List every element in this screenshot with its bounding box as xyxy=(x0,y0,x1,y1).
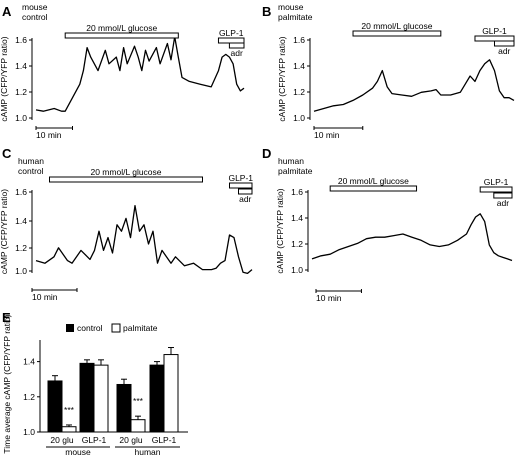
category-label: 20 glu xyxy=(50,435,73,445)
scale-bar-label: 10 min xyxy=(32,292,58,302)
panel-label-line: mouse xyxy=(278,2,304,12)
y-axis-label: cAMP (CFP/YFP ratio) xyxy=(277,36,287,121)
glucose-stimulus-bar xyxy=(329,185,418,192)
y-tick-label: 1.2 xyxy=(23,392,35,402)
y-tick-label: 1.4 xyxy=(15,216,27,226)
panel-letter: A xyxy=(2,4,12,19)
bar-palmitate xyxy=(130,419,146,433)
group-label: mouse xyxy=(65,447,91,456)
glp1-stimulus-label: GLP-1 xyxy=(484,177,509,187)
glucose-stimulus-bar xyxy=(352,30,442,37)
y-tick-label: 1.6 xyxy=(15,35,27,45)
panel-E: E 1.4 1.2 1.0 Time average cAMP (CFP/YFP rat… xyxy=(2,310,188,456)
cAMP-trace xyxy=(35,204,253,275)
bar-palmitate xyxy=(163,354,179,433)
bar-control xyxy=(149,364,165,433)
y-tick-label: 1.0 xyxy=(15,266,27,276)
panel-label-line: human xyxy=(18,156,44,166)
bar-palmitate xyxy=(93,364,109,433)
glucose-stimulus-label: 20 mmol/L glucose xyxy=(86,23,157,33)
adr-stimulus-label: adr xyxy=(498,46,510,56)
cAMP-trace xyxy=(35,36,245,112)
glucose-stimulus-label: 20 mmol/L glucose xyxy=(90,167,161,177)
glucose-stimulus-bar xyxy=(49,176,203,183)
glucose-stimulus-label: 20 mmol/L glucose xyxy=(361,21,432,31)
y-tick-label: 1.4 xyxy=(23,357,35,367)
cAMP-trace xyxy=(311,213,513,262)
bar-control xyxy=(116,383,132,433)
scale-bar-label: 10 min xyxy=(314,130,340,140)
y-tick-label: 1.2 xyxy=(15,87,27,97)
y-tick-label: 1.2 xyxy=(15,243,27,253)
significance-annotation: *** xyxy=(133,396,144,406)
bar-control xyxy=(79,362,95,433)
group-label: human xyxy=(135,447,161,456)
scale-bar-label: 10 min xyxy=(316,293,342,303)
y-axis-label: cAMP (CFP/YFP ratio) xyxy=(0,189,9,274)
panel-label-line: control xyxy=(22,12,48,22)
y-tick-label: 1.0 xyxy=(15,113,27,123)
panel-label-line: control xyxy=(18,166,44,176)
adr-stimulus-bar xyxy=(493,40,515,47)
adr-stimulus-bar xyxy=(228,42,245,49)
y-tick-label: 1.0 xyxy=(291,265,303,275)
panel-letter: B xyxy=(262,4,271,19)
y-tick-label: 1.4 xyxy=(15,61,27,71)
significance-annotation: *** xyxy=(64,405,75,415)
glp1-stimulus-label: GLP-1 xyxy=(228,173,253,183)
bar-palmitate xyxy=(61,426,77,433)
y-tick-label: 1.4 xyxy=(291,213,303,223)
glp1-stimulus-label: GLP-1 xyxy=(219,28,244,38)
adr-stimulus-label: adr xyxy=(497,198,509,208)
glp1-stimulus-bar xyxy=(479,186,513,193)
panel-label-line: palmitate xyxy=(278,166,313,176)
legend-label-control: control xyxy=(77,323,103,333)
y-tick-label: 1.2 xyxy=(291,239,303,249)
y-tick-label: 1.0 xyxy=(293,113,305,123)
y-tick-label: 1.4 xyxy=(293,61,305,71)
adr-stimulus-label: adr xyxy=(239,194,251,204)
bar-control xyxy=(47,380,63,433)
panel-label-line: mouse xyxy=(22,2,48,12)
panel-label-line: human xyxy=(278,156,304,166)
y-axis-label: cAMP (CFP/YFP ratio) xyxy=(275,188,285,273)
y-tick-label: 1.6 xyxy=(291,187,303,197)
y-axis-label: cAMP (CFP/YFP ratio) xyxy=(0,36,9,121)
category-label: 20 glu xyxy=(119,435,142,445)
panel-letter: E xyxy=(2,310,11,325)
glp1-stimulus-bar xyxy=(474,35,515,42)
glp1-stimulus-bar xyxy=(229,182,253,189)
panel-label-line: palmitate xyxy=(278,12,313,22)
category-label: GLP-1 xyxy=(152,435,177,445)
adr-stimulus-bar xyxy=(493,192,513,199)
glucose-stimulus-bar xyxy=(64,32,179,39)
panel-letter: C xyxy=(2,146,12,161)
y-tick-label: 1.6 xyxy=(293,35,305,45)
y-axis-label: Time average cAMP (CFP/YFP ratio) xyxy=(2,314,12,453)
panel-letter: D xyxy=(262,146,271,161)
legend-label-palmitate: palmitate xyxy=(123,323,158,333)
legend-swatch-control xyxy=(66,324,74,332)
glucose-stimulus-label: 20 mmol/L glucose xyxy=(338,176,409,186)
adr-stimulus-label: adr xyxy=(231,48,243,58)
adr-stimulus-bar xyxy=(238,188,253,195)
cAMP-trace xyxy=(313,59,515,112)
legend-swatch-palmitate xyxy=(111,323,121,333)
glp1-stimulus-label: GLP-1 xyxy=(482,26,507,36)
y-tick-label: 1.0 xyxy=(23,427,35,437)
y-tick-label: 1.2 xyxy=(293,87,305,97)
glp1-stimulus-bar xyxy=(217,37,245,44)
scale-bar-label: 10 min xyxy=(36,130,62,140)
category-label: GLP-1 xyxy=(82,435,107,445)
y-tick-label: 1.6 xyxy=(15,187,27,197)
